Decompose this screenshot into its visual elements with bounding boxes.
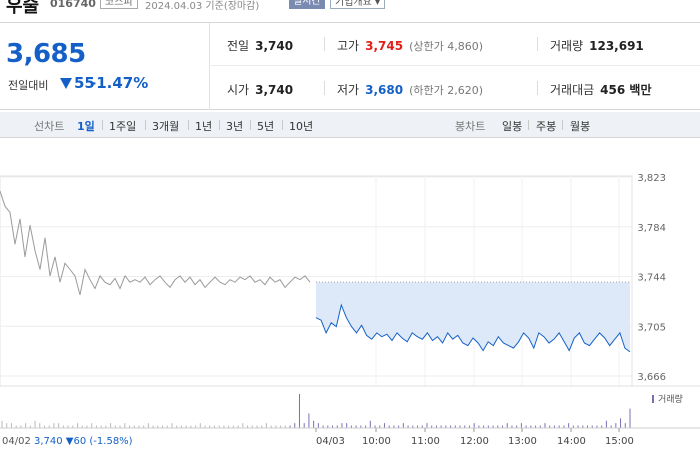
x-tick-label: 04/02 (2, 436, 31, 447)
y-tick-label: 3,744 (637, 273, 666, 284)
price-summary: 3,685 전일대비 55 -1.47% 전일 3,740 고가 3,745 (상한가… (0, 22, 700, 110)
x-tick-label: 11:00 (411, 436, 440, 447)
tab-daily[interactable]: 일봉 (502, 120, 523, 133)
stock-name: 우술 (6, 0, 40, 14)
divider (537, 37, 538, 51)
series-line-today (315, 303, 631, 353)
price-chart[interactable]: 3,823 3,784 3,744 3,705 3,666 거래량 04/02 3,740 ▼… (0, 140, 700, 450)
x-tick-label: 15:00 (605, 436, 634, 447)
y-tick-label: 3,823 (637, 173, 666, 184)
change-value: 55 (74, 74, 95, 92)
market-badge: 코스피 (100, 0, 138, 9)
tab-5y[interactable]: 5년 (257, 120, 275, 133)
tab-divider (562, 120, 563, 130)
volume-cell: 거래량 123,691 (550, 37, 644, 54)
high-value: 3,745 (365, 39, 404, 53)
x-tick-label: 12:00 (460, 436, 489, 447)
tab-divider (528, 120, 529, 130)
tab-1w[interactable]: 1주일 (109, 120, 137, 133)
current-price-box: 3,685 전일대비 55 -1.47% (0, 23, 210, 110)
lower-limit: (하한가 2,620) (409, 84, 483, 97)
prev-close-label: 전일 (227, 39, 250, 53)
divider (324, 81, 325, 95)
low-value: 3,680 (365, 83, 404, 97)
tab-divider (282, 120, 283, 130)
down-arrow-icon (60, 78, 72, 89)
open-label: 시가 (227, 83, 250, 97)
date-text: 2024.04.03 기준(장마감) (145, 1, 260, 12)
volume-label: 거래량 (550, 39, 584, 53)
y-tick-label: 3,784 (637, 223, 666, 234)
tab-3y[interactable]: 3년 (226, 120, 244, 133)
upper-limit: (상한가 4,860) (409, 40, 483, 53)
candle-chart-label: 봉차트 (455, 120, 486, 133)
tab-divider (145, 120, 146, 130)
series-area-today (316, 282, 630, 352)
plot-frame (0, 175, 633, 387)
divider (324, 37, 325, 51)
volume-legend-swatch (652, 395, 654, 403)
tab-divider (188, 120, 189, 130)
tab-divider (250, 120, 251, 130)
change-percent: -1.47% (90, 74, 149, 92)
stats-row: 시가 3,740 저가 3,680 (하한가 2,620) 거래대금 456 백만 (211, 67, 700, 110)
current-price: 3,685 (6, 39, 86, 69)
stock-header: 우술 016740 코스피 2024.04.03 기준(장마감) 실시간 기업개… (0, 0, 700, 14)
tab-divider (102, 120, 103, 130)
company-info-button[interactable]: 기업개요 ▾ (330, 0, 385, 9)
x-tick-label: 13:00 (508, 436, 537, 447)
y-tick-label: 3,666 (637, 372, 666, 383)
stats-row: 전일 3,740 고가 3,745 (상한가 4,860) 거래량 123,691 (211, 23, 700, 66)
tab-1y[interactable]: 1년 (195, 120, 213, 133)
stats-table: 전일 3,740 고가 3,745 (상한가 4,860) 거래량 123,691 시가… (211, 23, 700, 110)
prev-day-summary: 3,740 ▼60 (-1.58%) (34, 436, 133, 447)
low-cell: 저가 3,680 (하한가 2,620) (337, 81, 483, 98)
tab-3m[interactable]: 3개월 (152, 120, 180, 133)
x-tick-label: 04/03 (316, 436, 345, 447)
high-label: 고가 (337, 39, 360, 53)
tab-1d[interactable]: 1일 (77, 120, 95, 133)
line-chart-label: 선차트 (34, 120, 65, 133)
volume-value: 123,691 (589, 39, 644, 53)
realtime-badge[interactable]: 실시간 (289, 0, 325, 9)
y-tick-label: 3,705 (637, 322, 666, 333)
tab-weekly[interactable]: 주봉 (536, 120, 557, 133)
x-tick-label: 10:00 (362, 436, 391, 447)
x-tick-label: 14:00 (557, 436, 586, 447)
low-label: 저가 (337, 83, 360, 97)
chart-svg: 3,823 3,784 3,744 3,705 3,666 거래량 04/02 3,740 ▼… (0, 173, 700, 447)
change-label: 전일대비 (8, 79, 49, 92)
chart-tabbar: 선차트 1일 1주일 3개월 1년 3년 5년 10년 봉차트 일봉 주봉 월봉 (0, 112, 700, 138)
prev-close-cell: 전일 3,740 (227, 37, 293, 54)
series-line-prev-day (0, 190, 311, 296)
prev-close-value: 3,740 (255, 39, 294, 53)
amount-label: 거래대금 (550, 83, 595, 97)
stock-code: 016740 (50, 0, 96, 10)
open-cell: 시가 3,740 (227, 81, 293, 98)
tab-10y[interactable]: 10년 (289, 120, 314, 133)
high-cell: 고가 3,745 (상한가 4,860) (337, 37, 483, 54)
tab-divider (219, 120, 220, 130)
divider (537, 81, 538, 95)
volume-legend-label: 거래량 (658, 393, 683, 405)
open-value: 3,740 (255, 83, 294, 97)
amount-cell: 거래대금 456 백만 (550, 81, 651, 98)
amount-value: 456 백만 (600, 83, 652, 97)
tab-monthly[interactable]: 월봉 (570, 120, 591, 133)
